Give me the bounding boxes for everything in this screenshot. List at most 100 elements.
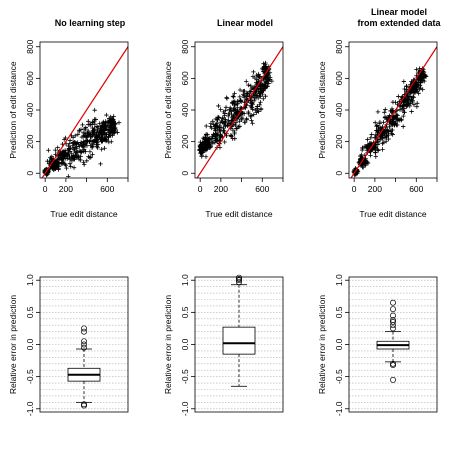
scatter-point [202, 146, 208, 152]
scatter-point [256, 72, 261, 77]
scatter-point [106, 135, 111, 140]
scatter-point [66, 143, 71, 149]
scatter-point [78, 157, 83, 163]
scatter-point [92, 137, 98, 142]
scatter-point [104, 112, 109, 118]
y-tick-label: -0.5 [180, 369, 190, 384]
scatter-point [210, 119, 215, 124]
y-tick-label: 600 [334, 71, 344, 85]
scatter-point [407, 103, 412, 109]
x-axis-label: True edit distance [205, 209, 273, 219]
scatter-point [251, 112, 257, 117]
scatter-point [210, 134, 215, 140]
outlier-point [390, 306, 396, 313]
scatter-point [80, 144, 85, 149]
scatter-point [48, 155, 53, 160]
scatter-points [197, 60, 275, 159]
scatter-point [75, 132, 81, 137]
scatter-point [224, 95, 229, 100]
scatter-point [218, 120, 223, 125]
y-tick-label: 1.0 [180, 274, 190, 286]
scatter-point [68, 164, 73, 169]
scatter-point [99, 139, 104, 144]
scatter-point [217, 135, 223, 141]
scatter-point [203, 144, 208, 149]
scatter-point [368, 135, 373, 140]
y-tick-label: 0 [334, 171, 344, 176]
scatter-point [90, 119, 96, 125]
scatter-point [209, 125, 214, 131]
y-axis-label: Relative error in prediction [317, 295, 327, 394]
scatter-point [232, 91, 237, 96]
y-tick-label: 800 [25, 39, 35, 53]
box-panel-1: -1.0 -0.5 0.0 0.5 1.0 Relative error in predi… [8, 274, 129, 416]
scatter-point [229, 134, 234, 139]
scatter-point [208, 144, 213, 150]
scatter-point [75, 149, 80, 155]
scatter-point [244, 79, 249, 84]
scatter-point [96, 132, 101, 138]
scatter-point [81, 126, 87, 132]
scatter-point [110, 124, 116, 130]
y-axis-label: Prediction of edit distance [8, 61, 18, 159]
x-tick-label: 600 [100, 184, 114, 194]
scatter-point [67, 149, 73, 154]
diagonal-line [350, 46, 437, 178]
scatter-point [225, 123, 230, 128]
scatter-point [257, 86, 263, 91]
scatter-point [368, 153, 373, 158]
scatter-point [60, 150, 65, 155]
scatter-panel-1: 0 200 600 0 200 400 600 800 True edit distance Pr… [8, 18, 129, 219]
y-tick-label: -1.0 [25, 401, 35, 416]
scatter-point [248, 104, 254, 110]
x-tick-label: 200 [59, 184, 73, 194]
y-tick-label: -0.5 [334, 369, 344, 384]
scatter-point [110, 133, 115, 138]
scatter-point [233, 122, 238, 128]
scatter-panel-3: 0 200 600 0 200 400 600 800 True edit distance Pr… [317, 7, 441, 219]
scatter-point [80, 130, 86, 135]
y-tick-label: 0.5 [334, 306, 344, 318]
panel-title: No learning step [55, 18, 126, 28]
scatter-point [374, 124, 379, 129]
diagonal-line [196, 46, 283, 178]
scatter-point [261, 88, 266, 94]
scatter-point [266, 70, 271, 76]
scatter-point [199, 143, 205, 149]
scatter-point [91, 128, 96, 133]
scatter-point [384, 115, 390, 120]
diagonal-line [41, 46, 128, 178]
panel-title: Linear model [217, 18, 273, 28]
scatter-point [87, 149, 93, 154]
scatter-point [223, 108, 228, 113]
scatter-point [214, 120, 220, 126]
scatter-point [203, 137, 208, 142]
scatter-point [404, 84, 409, 89]
scatter-point [63, 151, 68, 156]
scatter-point [418, 85, 423, 91]
scatter-point [214, 138, 219, 143]
scatter-point [109, 116, 115, 122]
scatter-point [365, 137, 370, 142]
scatter-point [375, 109, 381, 115]
scatter-point [92, 121, 98, 127]
scatter-point [99, 147, 104, 152]
scatter-point [389, 131, 394, 136]
scatter-point [226, 111, 231, 117]
scatter-point [205, 132, 210, 137]
scatter-point [94, 140, 99, 145]
scatter-point [393, 114, 399, 120]
scatter-point [384, 131, 390, 137]
scatter-point [401, 103, 407, 108]
scatter-point [240, 110, 246, 116]
y-tick-label: 0.5 [180, 306, 190, 318]
scatter-point [55, 145, 60, 150]
scatter-point [244, 116, 249, 122]
scatter-point [248, 97, 254, 103]
scatter-point [215, 126, 220, 132]
scatter-point [263, 93, 268, 99]
scatter-point [238, 97, 243, 103]
outlier-point [81, 402, 87, 409]
scatter-point [375, 132, 380, 137]
scatter-point [45, 158, 50, 164]
